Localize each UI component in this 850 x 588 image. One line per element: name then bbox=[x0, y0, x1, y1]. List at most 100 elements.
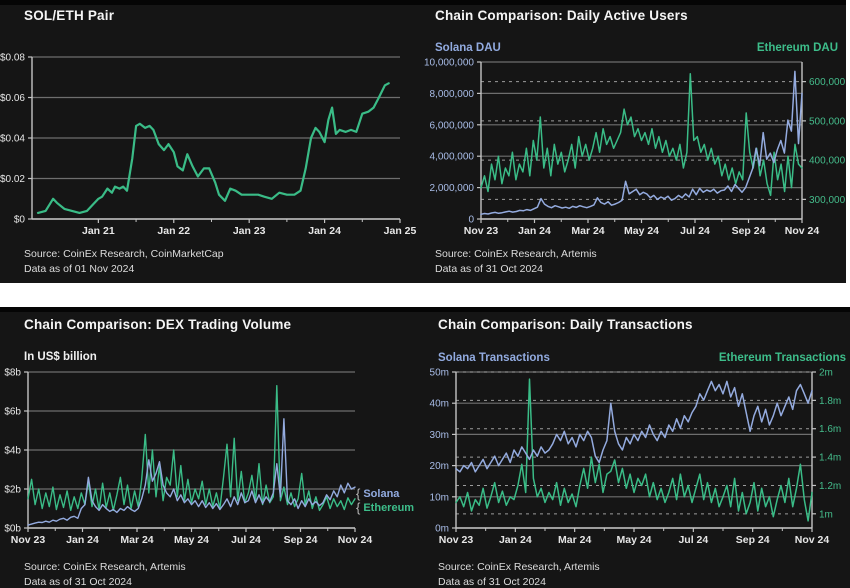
y-axis-tick-label: 6,000,000 bbox=[430, 120, 475, 131]
bottom-row: Chain Comparison: DEX Trading Volume In … bbox=[0, 307, 850, 588]
series-line bbox=[27, 418, 356, 526]
series-line bbox=[455, 380, 813, 473]
legend-ethereum: { Ethereum bbox=[356, 500, 414, 515]
left-axis-title: Solana Transactions bbox=[438, 352, 550, 364]
x-axis-tick-label: Sep 24 bbox=[736, 534, 770, 546]
y-axis-tick-label: 0 bbox=[468, 215, 474, 226]
right-axis-tick-label: 1.2m bbox=[819, 481, 841, 492]
page-title: Chain Comparison: Daily Active Users bbox=[435, 8, 688, 23]
x-axis-tick-label: Nov 23 bbox=[11, 534, 46, 546]
y-axis-tick-label: 20m bbox=[430, 461, 449, 472]
legend-brace-icon: { bbox=[356, 500, 361, 515]
series-line bbox=[480, 73, 803, 197]
y-axis-unit-label: In US$ billion bbox=[24, 351, 97, 363]
source-note: Source: CoinEx Research, Artemis bbox=[435, 248, 597, 260]
right-axis-tick-label: 2m bbox=[819, 368, 833, 379]
x-axis-tick-label: May 24 bbox=[624, 225, 659, 237]
right-axis-tick-label: 1.4m bbox=[819, 453, 841, 464]
right-axis-tick-label: 1.6m bbox=[819, 424, 841, 435]
x-axis-tick-label: Nov 23 bbox=[464, 225, 499, 237]
tx-chart-canvas: Nov 23 Jan 24 Mar 24 May 24 Jul 24 Sep 24 Nov … bbox=[430, 368, 842, 547]
right-axis-tick-label: 600,000 bbox=[809, 77, 846, 88]
x-axis-tick-label: Mar 24 bbox=[558, 534, 591, 546]
x-axis-tick-label: Jan 23 bbox=[233, 225, 266, 237]
x-axis-tick-label: Sep 24 bbox=[732, 225, 766, 237]
asof-note: Data as of 31 Oct 2024 bbox=[438, 576, 546, 588]
right-axis-tick-label: 1.8m bbox=[819, 396, 841, 407]
x-axis-tick-label: Jan 22 bbox=[157, 225, 190, 237]
panel-sol-eth-pair: SOL/ETH Pair Jan 21 Jan 22 Jan 23 Jan 24 Jan… bbox=[0, 0, 416, 283]
source-note: Source: CoinEx Research, Artemis bbox=[438, 561, 600, 573]
page-title: Chain Comparison: Daily Transactions bbox=[438, 317, 693, 332]
series-line bbox=[27, 384, 356, 512]
x-axis-tick-label: May 24 bbox=[174, 534, 209, 546]
y-axis-tick-label: $0.08 bbox=[0, 53, 25, 64]
right-axis-tick-label: 300,000 bbox=[809, 195, 846, 206]
right-axis-title: Ethereum Transactions bbox=[718, 352, 846, 364]
x-axis-tick-label: Jul 24 bbox=[231, 534, 261, 546]
dau-chart-canvas: Nov 23 Jan 24 Mar 24 May 24 Jul 24 Sep 24 Nov … bbox=[424, 58, 846, 238]
y-axis-tick-label: $8b bbox=[4, 368, 21, 379]
x-axis-tick-label: Jan 24 bbox=[308, 225, 341, 237]
y-axis-tick-label: 40m bbox=[430, 399, 449, 410]
y-axis-tick-label: 10m bbox=[430, 492, 449, 503]
x-axis-tick-label: Jul 24 bbox=[680, 225, 710, 237]
sol-eth-chart-canvas: Jan 21 Jan 22 Jan 23 Jan 24 Jan 25 $0 $0.02 $0.… bbox=[0, 53, 416, 238]
y-axis-tick-label: 10,000,000 bbox=[424, 58, 474, 69]
x-axis-tick-label: Sep 24 bbox=[284, 534, 318, 546]
panel-daily-transactions: Chain Comparison: Daily Transactions Sol… bbox=[428, 307, 850, 588]
y-axis-tick-label: 4,000,000 bbox=[430, 152, 475, 163]
page-title: SOL/ETH Pair bbox=[24, 8, 115, 23]
y-axis-tick-label: $0b bbox=[4, 524, 21, 535]
x-axis-tick-label: Nov 24 bbox=[795, 534, 830, 546]
x-axis-tick-label: Jan 25 bbox=[384, 225, 417, 237]
x-axis-tick-label: Mar 24 bbox=[571, 225, 604, 237]
x-axis-tick-label: Jul 24 bbox=[678, 534, 708, 546]
x-axis-tick-label: Jan 24 bbox=[518, 225, 551, 237]
x-axis-tick-label: Nov 24 bbox=[338, 534, 373, 546]
source-note: Source: CoinEx Research, CoinMarketCap bbox=[24, 248, 224, 260]
y-axis-tick-label: 50m bbox=[430, 368, 449, 379]
left-axis-title: Solana DAU bbox=[435, 42, 501, 54]
y-axis-tick-label: 8,000,000 bbox=[430, 89, 475, 100]
y-axis-tick-label: 2,000,000 bbox=[430, 183, 475, 194]
x-axis-tick-label: Nov 23 bbox=[439, 534, 474, 546]
asof-note: Data as of 31 Oct 2024 bbox=[24, 576, 132, 588]
y-axis-tick-label: $6b bbox=[4, 407, 21, 418]
x-axis-tick-label: Mar 24 bbox=[120, 534, 153, 546]
source-note: Source: CoinEx Research, Artemis bbox=[24, 561, 186, 573]
legend-label-ethereum: Ethereum bbox=[363, 501, 415, 514]
x-axis-tick-label: Jan 21 bbox=[82, 225, 115, 237]
y-axis-tick-label: $0.02 bbox=[0, 174, 25, 185]
x-axis-tick-label: May 24 bbox=[616, 534, 651, 546]
y-axis-tick-label: 30m bbox=[430, 430, 449, 441]
y-axis-tick-label: $0.06 bbox=[0, 93, 25, 104]
page-title: Chain Comparison: DEX Trading Volume bbox=[24, 317, 292, 332]
bottom-row-edge bbox=[0, 307, 850, 312]
right-axis-tick-label: 1m bbox=[819, 509, 833, 520]
y-axis-tick-label: $4b bbox=[4, 446, 21, 457]
x-axis-tick-label: Nov 24 bbox=[785, 225, 820, 237]
x-axis-tick-label: Jan 24 bbox=[499, 534, 532, 546]
right-axis-tick-label: 400,000 bbox=[809, 156, 846, 167]
y-axis-tick-label: $2b bbox=[4, 485, 21, 496]
panel-dex-trading-volume: Chain Comparison: DEX Trading Volume In … bbox=[0, 307, 425, 588]
series-line bbox=[455, 378, 813, 522]
asof-note: Data as of 01 Nov 2024 bbox=[24, 263, 135, 275]
panel-daily-active-users: Chain Comparison: Daily Active Users Sol… bbox=[424, 0, 846, 283]
x-axis-tick-label: Jan 24 bbox=[66, 534, 99, 546]
asof-note: Data as of 31 Oct 2024 bbox=[435, 263, 543, 275]
top-row-edge bbox=[0, 0, 846, 5]
y-axis-tick-label: $0.04 bbox=[0, 134, 25, 145]
top-row: SOL/ETH Pair Jan 21 Jan 22 Jan 23 Jan 24 Jan… bbox=[0, 0, 846, 283]
legend-label-solana: Solana bbox=[363, 487, 400, 500]
series-line bbox=[480, 70, 803, 216]
legend-brace-icon: { bbox=[356, 486, 361, 501]
series-line bbox=[36, 82, 390, 214]
dex-chart-canvas: Nov 23 Jan 24 Mar 24 May 24 Jul 24 Sep 24 Nov … bbox=[4, 368, 373, 547]
right-axis-tick-label: 500,000 bbox=[809, 116, 846, 127]
legend-solana: { Solana bbox=[356, 486, 399, 501]
right-axis-title: Ethereum DAU bbox=[756, 42, 838, 54]
y-axis-tick-label: 0m bbox=[435, 524, 449, 535]
